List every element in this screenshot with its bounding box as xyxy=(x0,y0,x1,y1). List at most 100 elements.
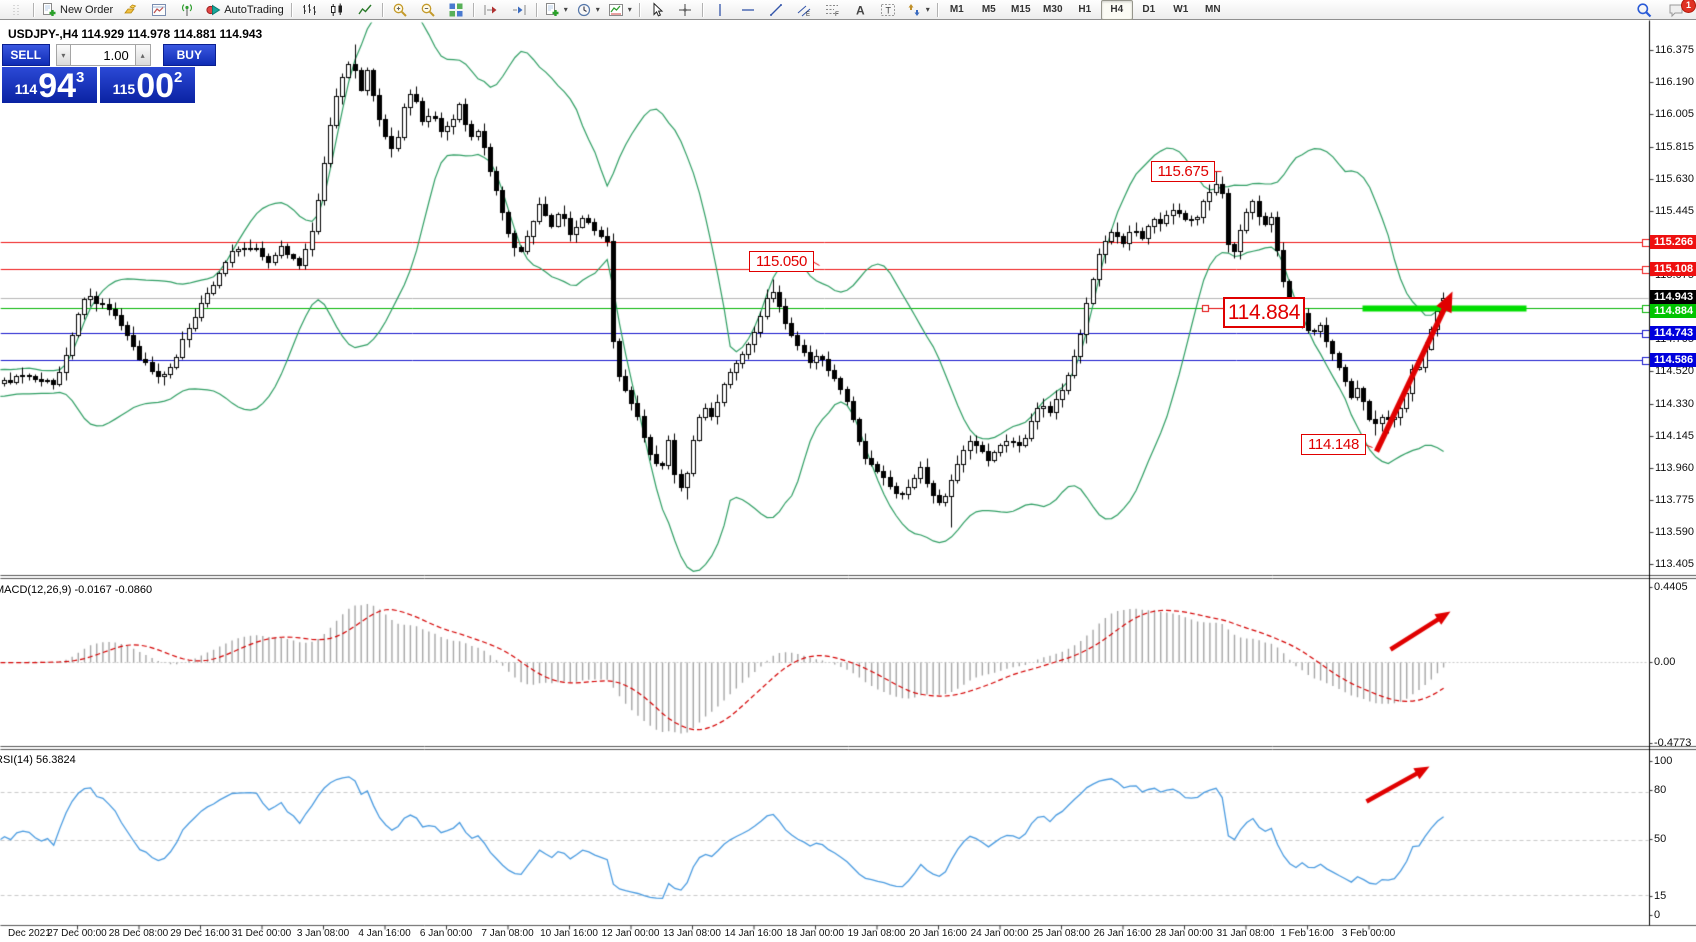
timeframe-h1[interactable]: H1 xyxy=(1069,0,1101,20)
chevron-down-icon: ▾ xyxy=(925,5,930,14)
sell-price-big-figure: 114 xyxy=(14,81,38,97)
timeframe-h1-label: H1 xyxy=(1078,4,1092,15)
chart-shift-button[interactable] xyxy=(477,0,505,20)
shift-icon xyxy=(484,4,497,15)
crosshair-button[interactable] xyxy=(671,0,699,20)
scroll-icon xyxy=(512,4,526,15)
macd-scale-label: 0.00 xyxy=(1654,656,1676,668)
svg-text:A: A xyxy=(856,3,865,17)
vline-icon xyxy=(719,3,721,16)
fibo-icon: F xyxy=(825,4,839,18)
arrows-button[interactable]: ▾ xyxy=(902,0,934,20)
volume-increase-button[interactable]: ▴ xyxy=(134,44,151,66)
deposit-button[interactable] xyxy=(117,0,145,20)
line-chart-button[interactable] xyxy=(351,0,379,20)
auto-scroll-button[interactable] xyxy=(505,0,533,20)
arrows-icon xyxy=(908,3,920,16)
buy-price[interactable]: 115 00 2 xyxy=(100,67,195,103)
price-tick-label: 115.630 xyxy=(1655,173,1694,185)
text-button[interactable]: A xyxy=(846,0,874,20)
price-tick-label: 115.445 xyxy=(1655,205,1694,217)
time-label: 18 Jan 00:00 xyxy=(786,928,844,939)
svg-text:T: T xyxy=(885,5,891,15)
fibonacci-button[interactable]: F xyxy=(818,0,846,20)
chevron-down-icon: ▾ xyxy=(563,5,568,14)
reports-button[interactable] xyxy=(145,0,173,20)
indicators-button[interactable]: ▾ xyxy=(604,0,636,20)
price-label-114148[interactable]: 114.148 xyxy=(1301,434,1366,455)
zoom-out-button[interactable] xyxy=(414,0,442,20)
clock-icon xyxy=(577,3,590,16)
sell-price[interactable]: 114 94 3 xyxy=(2,67,97,103)
new-order-button[interactable]: New Order xyxy=(37,0,117,20)
volume-field[interactable]: 1.00 xyxy=(71,44,135,66)
autotrading-icon xyxy=(206,4,221,15)
time-label: 6 Jan 00:00 xyxy=(419,928,473,939)
new-chart-button[interactable]: ▾ xyxy=(540,0,572,20)
one-click-trading-panel: SELL ▾ 1.00 ▴ BUY 114 94 3 115 00 2 xyxy=(2,44,216,103)
signals-button[interactable] xyxy=(173,0,201,20)
autotrading-button[interactable]: AutoTrading xyxy=(201,0,288,20)
bars-icon xyxy=(302,3,316,15)
toolbar-separator xyxy=(701,2,703,17)
timeframe-m5[interactable]: M5 xyxy=(973,0,1005,20)
price-tag-114743: 114.743 xyxy=(1650,326,1696,340)
price-tag-115266: 115.266 xyxy=(1650,235,1696,249)
trendline-button[interactable] xyxy=(762,0,790,20)
time-label: 28 Jan 00:00 xyxy=(1155,928,1213,939)
horizontal-line-button[interactable] xyxy=(734,0,762,20)
rsi-indicator-label: RSI(14) 56.3824 xyxy=(0,754,76,766)
price-label-115050[interactable]: 115.050 xyxy=(749,251,814,272)
macd-scale-label: -0.4773 xyxy=(1654,737,1692,749)
zoom-in-button[interactable] xyxy=(386,0,414,20)
zoom-out-icon xyxy=(421,3,435,17)
timeframe-mn-label: MN xyxy=(1205,4,1221,15)
buy-price-point: 2 xyxy=(174,69,183,86)
gold-icon xyxy=(124,4,137,13)
svg-text:E: E xyxy=(806,12,810,18)
timeframe-m15[interactable]: M15 xyxy=(1005,0,1037,20)
buy-button[interactable]: BUY xyxy=(162,44,216,66)
timeframe-d1-label: D1 xyxy=(1142,4,1156,15)
price-tick-label: 113.960 xyxy=(1655,462,1694,474)
indicators-icon xyxy=(608,3,623,16)
price-tag-114884: 114.884 xyxy=(1650,304,1696,318)
cursor-button[interactable] xyxy=(643,0,671,20)
timeframe-d1[interactable]: D1 xyxy=(1133,0,1165,20)
volume-decrease-button[interactable]: ▾ xyxy=(55,44,72,66)
buy-price-big-figure: 115 xyxy=(112,81,136,97)
price-label-115675[interactable]: 115.675 xyxy=(1151,161,1215,182)
bar-chart-button[interactable] xyxy=(295,0,323,20)
profiles-button[interactable]: ▾ xyxy=(572,0,604,20)
timeframe-m1[interactable]: M1 xyxy=(941,0,973,20)
doc-plus-icon xyxy=(43,2,56,16)
hline-icon xyxy=(741,8,754,11)
equidistant-channel-button[interactable]: E xyxy=(790,0,818,20)
textT-icon: T xyxy=(880,3,895,16)
tile-windows-button[interactable] xyxy=(442,0,470,20)
sell-price-pips: 94 xyxy=(38,67,77,106)
price-tick-label: 116.190 xyxy=(1655,76,1694,88)
candlestick-chart-button[interactable] xyxy=(323,0,351,20)
time-label: 31 Dec 00:00 xyxy=(231,928,292,939)
time-label: 3 Jan 08:00 xyxy=(296,928,350,939)
timeframe-h4-label: H4 xyxy=(1110,4,1124,15)
vertical-line-button[interactable] xyxy=(706,0,734,20)
timeframe-mn[interactable]: MN xyxy=(1197,0,1229,20)
search-button[interactable] xyxy=(1630,0,1658,20)
toolbar-separator xyxy=(381,2,383,17)
text-label-button[interactable]: T xyxy=(874,0,902,20)
timeframe-m30[interactable]: M30 xyxy=(1037,0,1069,20)
timeframe-m30-label: M30 xyxy=(1043,4,1063,15)
chat-button[interactable]: 1 xyxy=(1662,0,1696,20)
timeframe-w1[interactable]: W1 xyxy=(1165,0,1197,20)
rsi-scale-label: 50 xyxy=(1654,833,1667,845)
price-tick-label: 116.375 xyxy=(1655,44,1694,56)
timeframe-m1-label: M1 xyxy=(949,4,964,15)
toolbar-separator xyxy=(472,2,474,17)
timeframe-h4[interactable]: H4 xyxy=(1100,0,1133,20)
price-label-114884[interactable]: 114.884 xyxy=(1223,297,1305,328)
sell-button[interactable]: SELL xyxy=(2,44,50,66)
time-label: 7 Jan 08:00 xyxy=(481,928,534,939)
